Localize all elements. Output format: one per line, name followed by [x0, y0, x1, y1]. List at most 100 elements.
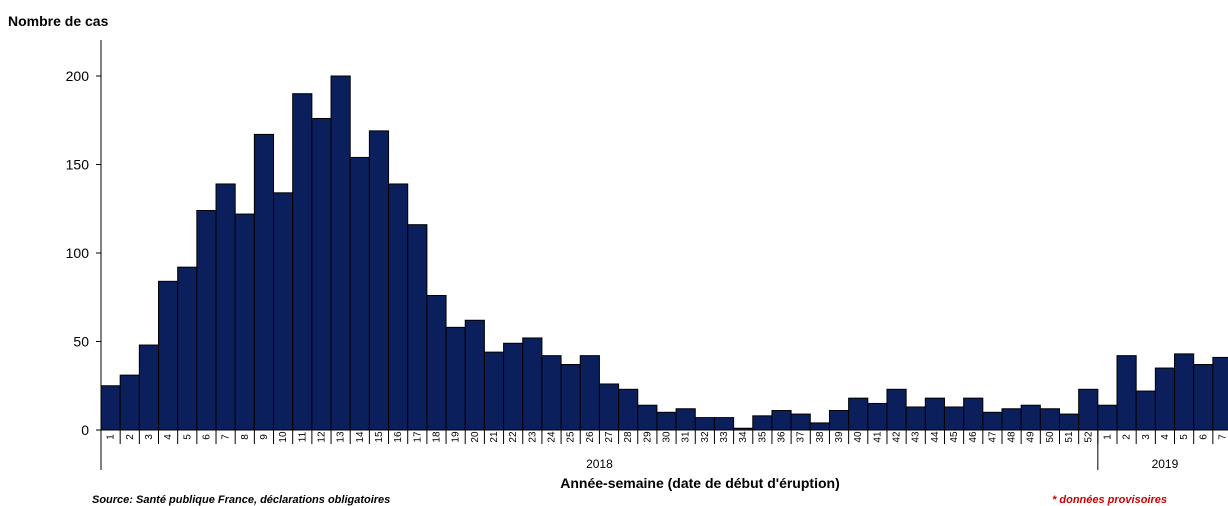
week-tick-label: 51 — [1064, 431, 1075, 443]
week-tick-label: 10 — [278, 431, 289, 443]
year-label: 2018 — [586, 457, 613, 471]
week-tick-label: 28 — [623, 431, 634, 443]
week-tick-label: 21 — [489, 431, 500, 443]
week-tick-label: 30 — [662, 431, 673, 443]
bar — [234, 213, 255, 431]
y-axis-title: Nombre de cas — [8, 13, 109, 29]
week-tick-label: 34 — [738, 431, 749, 443]
bar — [637, 404, 658, 431]
week-tick-label: 42 — [892, 431, 903, 443]
x-axis: 1 2 3 4 5 6 7 8 9 10 11 12 13 14 15 16 17 18 19 20 21 22 23 24 2… — [100, 429, 1228, 471]
week-tick-label: 5 — [1179, 434, 1190, 440]
bars — [100, 75, 1228, 431]
week-tick-label: 50 — [1045, 431, 1056, 443]
bar — [119, 374, 140, 431]
week-tick-label: 27 — [604, 431, 615, 443]
week-tick-label: 16 — [393, 431, 404, 443]
y-tick-label: 200 — [66, 68, 90, 84]
source-note: Source: Santé publique France, déclarati… — [92, 494, 390, 506]
week-tick-label: 6 — [1198, 434, 1209, 440]
bar — [1001, 408, 1022, 431]
week-tick-label: 6 — [201, 434, 212, 440]
bar — [982, 411, 1003, 431]
week-tick-label: 5 — [182, 434, 193, 440]
week-tick-label: 17 — [412, 431, 423, 443]
bar — [273, 192, 294, 431]
week-tick-label: 46 — [968, 431, 979, 443]
week-tick-label: 9 — [259, 434, 270, 440]
bar — [196, 210, 217, 431]
bar — [522, 337, 543, 431]
y-tick-label: 50 — [73, 334, 89, 350]
week-tick-label: 22 — [508, 431, 519, 443]
week-tick-label: 13 — [336, 431, 347, 443]
bar — [943, 406, 965, 431]
bar — [848, 397, 869, 431]
bar — [771, 410, 792, 431]
week-tick-label: 47 — [987, 431, 998, 443]
week-tick-label: 7 — [221, 434, 232, 440]
week-tick-label: 12 — [316, 431, 327, 443]
week-tick-label: 3 — [1141, 434, 1152, 440]
bar — [560, 364, 581, 431]
bar — [1174, 353, 1195, 431]
bar — [1097, 404, 1118, 431]
bar — [963, 397, 984, 431]
bar — [1135, 390, 1156, 431]
week-tick-label: 44 — [930, 431, 941, 443]
bar — [158, 280, 179, 431]
bar — [311, 117, 332, 431]
week-tick-label: 32 — [700, 431, 711, 443]
week-tick-label: 24 — [546, 431, 557, 443]
bar — [618, 388, 639, 431]
bar — [924, 397, 945, 431]
bar — [407, 224, 428, 431]
bar — [100, 385, 121, 431]
week-tick-label: 26 — [585, 431, 596, 443]
bar — [656, 411, 677, 431]
y-tick-label: 150 — [66, 157, 90, 173]
week-tick-label: 48 — [1007, 431, 1018, 443]
week-tick-label: 52 — [1083, 431, 1094, 443]
week-tick-label: 37 — [796, 431, 807, 443]
bar — [675, 408, 696, 431]
bar — [1039, 408, 1060, 431]
bar — [503, 342, 524, 431]
week-tick-label: 31 — [681, 431, 692, 443]
bar — [752, 415, 773, 431]
week-tick-label: 39 — [834, 431, 845, 443]
bar — [541, 355, 562, 431]
week-tick-label: 14 — [355, 431, 366, 443]
provisional-data-note: * données provisoires — [1052, 494, 1167, 506]
bar — [1154, 367, 1176, 431]
week-tick-label: 23 — [527, 431, 538, 443]
week-tick-label: 25 — [566, 431, 577, 443]
bar — [464, 319, 485, 431]
bar — [713, 417, 735, 431]
bar — [694, 417, 715, 431]
bar — [1116, 355, 1137, 431]
x-axis-title: Année-semaine (date de début d'éruption) — [560, 475, 839, 491]
bar — [828, 410, 850, 431]
week-tick-label: 4 — [1160, 434, 1171, 440]
week-tick-label: 15 — [374, 431, 385, 443]
bar — [388, 183, 409, 431]
week-tick-label: 49 — [1026, 431, 1037, 443]
bar — [1193, 364, 1214, 431]
bar — [368, 130, 390, 431]
year-label: 2019 — [1152, 457, 1179, 471]
week-tick-label: 2 — [125, 434, 136, 440]
bar — [426, 294, 447, 431]
week-tick-label: 40 — [853, 431, 864, 443]
bar — [330, 75, 351, 431]
week-tick-label: 45 — [949, 431, 960, 443]
bar — [253, 133, 275, 431]
bar — [1212, 356, 1228, 431]
week-tick-label: 2 — [1122, 434, 1133, 440]
week-tick-label: 19 — [451, 431, 462, 443]
bar — [177, 266, 198, 431]
week-tick-label: 35 — [757, 431, 768, 443]
bar — [905, 406, 926, 431]
bar — [809, 422, 830, 431]
bar — [867, 402, 888, 431]
